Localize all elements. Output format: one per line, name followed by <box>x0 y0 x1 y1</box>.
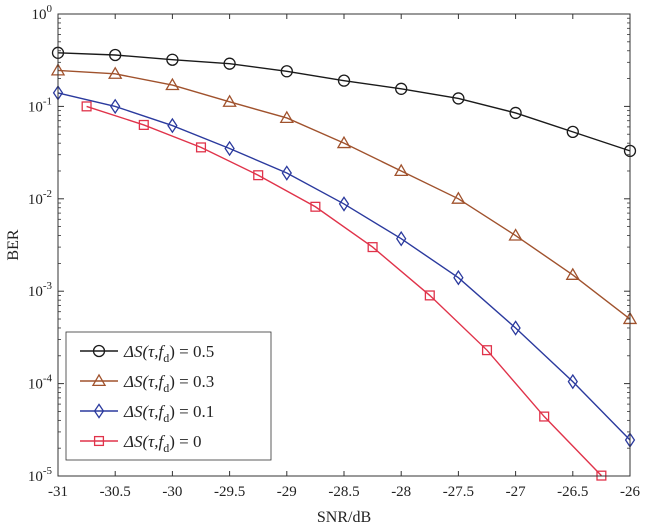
data-point <box>539 411 550 422</box>
y-axis-label: BER <box>5 229 22 260</box>
data-point <box>222 94 237 107</box>
x-tick-label: -30.5 <box>100 484 131 500</box>
data-point <box>279 110 294 123</box>
x-tick-label: -27 <box>506 484 526 500</box>
x-tick-label: -26 <box>620 484 640 500</box>
data-point <box>510 320 521 336</box>
data-point <box>338 196 350 212</box>
legend-marker <box>92 344 106 358</box>
data-point <box>81 101 92 112</box>
x-tick-label: -31 <box>48 484 68 500</box>
x-axis-label: SNR/dB <box>317 509 371 526</box>
y-axis: 100 10-1 10-2 10-3 10-4 10-5 <box>28 3 630 485</box>
data-point <box>108 66 123 79</box>
data-point <box>367 242 378 253</box>
data-point <box>281 165 292 181</box>
legend-entry: ΔS(τ,fd) = 0.3 <box>80 372 214 395</box>
data-point <box>138 119 149 130</box>
legend: ΔS(τ,fd) = 0.5 ΔS(τ,fd) = 0.3 ΔS(τ,fd) = 0… <box>65 331 272 461</box>
y-tick-label: 10-2 <box>28 188 52 208</box>
series-line <box>86 105 602 477</box>
legend-label: ΔS(τ,fd) = 0.5 <box>123 342 214 365</box>
data-point <box>451 191 466 204</box>
data-point <box>253 170 264 181</box>
y-tick-label: 10-5 <box>28 465 53 485</box>
data-point <box>565 267 580 280</box>
x-tick-label: -26.5 <box>557 484 588 500</box>
data-point <box>396 230 407 247</box>
legend-label: ΔS(τ,fd) = 0.1 <box>123 402 214 425</box>
data-point <box>167 117 178 134</box>
data-point <box>280 65 293 78</box>
legend-entry: ΔS(τ,fd) = 0.1 <box>80 402 214 425</box>
data-point <box>165 77 180 91</box>
data-point <box>481 345 493 356</box>
data-point <box>452 92 465 105</box>
series-1 <box>50 63 638 325</box>
data-point <box>195 142 207 153</box>
y-tick-label: 10-4 <box>28 373 53 393</box>
data-point <box>509 106 522 120</box>
data-point <box>453 269 464 286</box>
data-point <box>224 140 235 157</box>
data-point <box>337 74 351 87</box>
data-point <box>110 98 121 115</box>
legend-entry: ΔS(τ,fd) = 0.5 <box>80 342 214 365</box>
x-tick-label: -30 <box>162 484 182 500</box>
series-2 <box>52 85 636 448</box>
data-point <box>109 48 122 62</box>
data-point <box>394 163 409 177</box>
series-line <box>57 69 631 320</box>
legend-label: ΔS(τ,fd) = 0 <box>123 432 201 455</box>
data-point <box>566 125 579 139</box>
data-point <box>567 373 578 390</box>
y-tick-label: 10-1 <box>28 95 52 115</box>
x-tick-label: -29 <box>277 484 297 500</box>
x-tick-label: -28 <box>391 484 411 500</box>
data-point <box>508 228 523 241</box>
plot-area <box>50 46 638 481</box>
legend-marker <box>93 435 105 447</box>
legend-marker <box>93 403 105 419</box>
legend-entry: ΔS(τ,fd) = 0 <box>80 432 201 455</box>
x-tick-label: -28.5 <box>328 484 359 500</box>
data-point <box>424 290 435 301</box>
legend-label: ΔS(τ,fd) = 0.3 <box>123 372 214 395</box>
legend-marker <box>91 373 107 387</box>
data-point <box>223 57 236 70</box>
series-line <box>57 52 631 152</box>
x-tick-label: -29.5 <box>214 484 245 500</box>
series-0 <box>51 46 637 158</box>
data-point <box>395 82 408 95</box>
series-line <box>57 92 631 441</box>
data-point <box>310 201 321 212</box>
y-tick-label: 10-3 <box>28 280 53 300</box>
x-axis: -31 -30.5 -30 -29.5 -29 -28.5 -28 -27.5 -27 -26.5… <box>48 14 640 500</box>
data-point <box>166 53 179 66</box>
x-tick-label: -27.5 <box>443 484 474 500</box>
legend-box <box>65 331 272 461</box>
data-point <box>336 135 352 149</box>
series-3 <box>81 101 607 481</box>
y-tick-label: 100 <box>32 3 53 23</box>
